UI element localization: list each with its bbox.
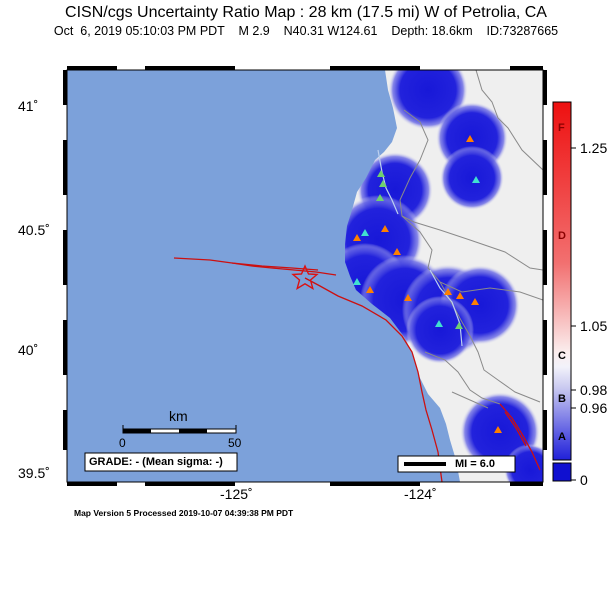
map-version-footer: Map Version 5 Processed 2019-10-07 04:39… [74, 508, 294, 518]
event-subtitle: Oct 6, 2019 05:10:03 PM PDT M 2.9 N40.31… [53, 24, 559, 38]
grade-letter-f: F [558, 122, 565, 134]
scale-max-label: 50 [228, 436, 242, 450]
lat-tick-40-5: 40.5˚ [18, 222, 50, 238]
mi-legend-box [397, 455, 516, 473]
epicenter-star [291, 264, 319, 290]
colorbar-ticks [571, 147, 576, 481]
boundaries [399, 70, 543, 409]
grade-letter-a: A [558, 431, 566, 443]
colorbar-value-0: 0 [580, 472, 588, 488]
scale-min-label: 0 [119, 436, 126, 450]
scale-unit-label: km [169, 408, 188, 424]
lat-tick-41: 41˚ [18, 98, 39, 114]
mi-legend-line [404, 462, 446, 466]
colorbar-value-0-98: 0.98 [580, 382, 608, 398]
grade-box [84, 452, 238, 472]
scale-bar [122, 425, 237, 434]
grade-letter-c: C [558, 350, 566, 362]
lon-tick-124: -124˚ [404, 486, 437, 502]
ocean [67, 70, 460, 482]
colorbar-value-0-96: 0.96 [580, 400, 608, 416]
rivers [377, 149, 463, 347]
frame-ticks [63, 66, 547, 486]
colorbar [552, 101, 572, 461]
colorbar-value-1-05: 1.05 [580, 318, 608, 334]
mi-legend-label: MI = 6.0 [455, 458, 496, 470]
colorbar-value-1-25: 1.25 [580, 140, 608, 156]
lat-tick-40: 40˚ [18, 342, 39, 358]
lat-tick-39-5: 39.5˚ [18, 465, 50, 481]
grade-letter-b: B [558, 393, 566, 405]
grade-text: GRADE: - (Mean sigma: -) [89, 456, 223, 468]
station-markers [353, 135, 502, 433]
uncertainty-blobs [323, 70, 543, 482]
colorbar-zero-swatch [552, 462, 572, 482]
grade-letter-d: D [558, 230, 566, 242]
lon-tick-125: -125˚ [220, 486, 253, 502]
map-title: CISN/cgs Uncertainty Ratio Map : 28 km (… [65, 4, 547, 21]
fault-lines [173, 257, 541, 482]
